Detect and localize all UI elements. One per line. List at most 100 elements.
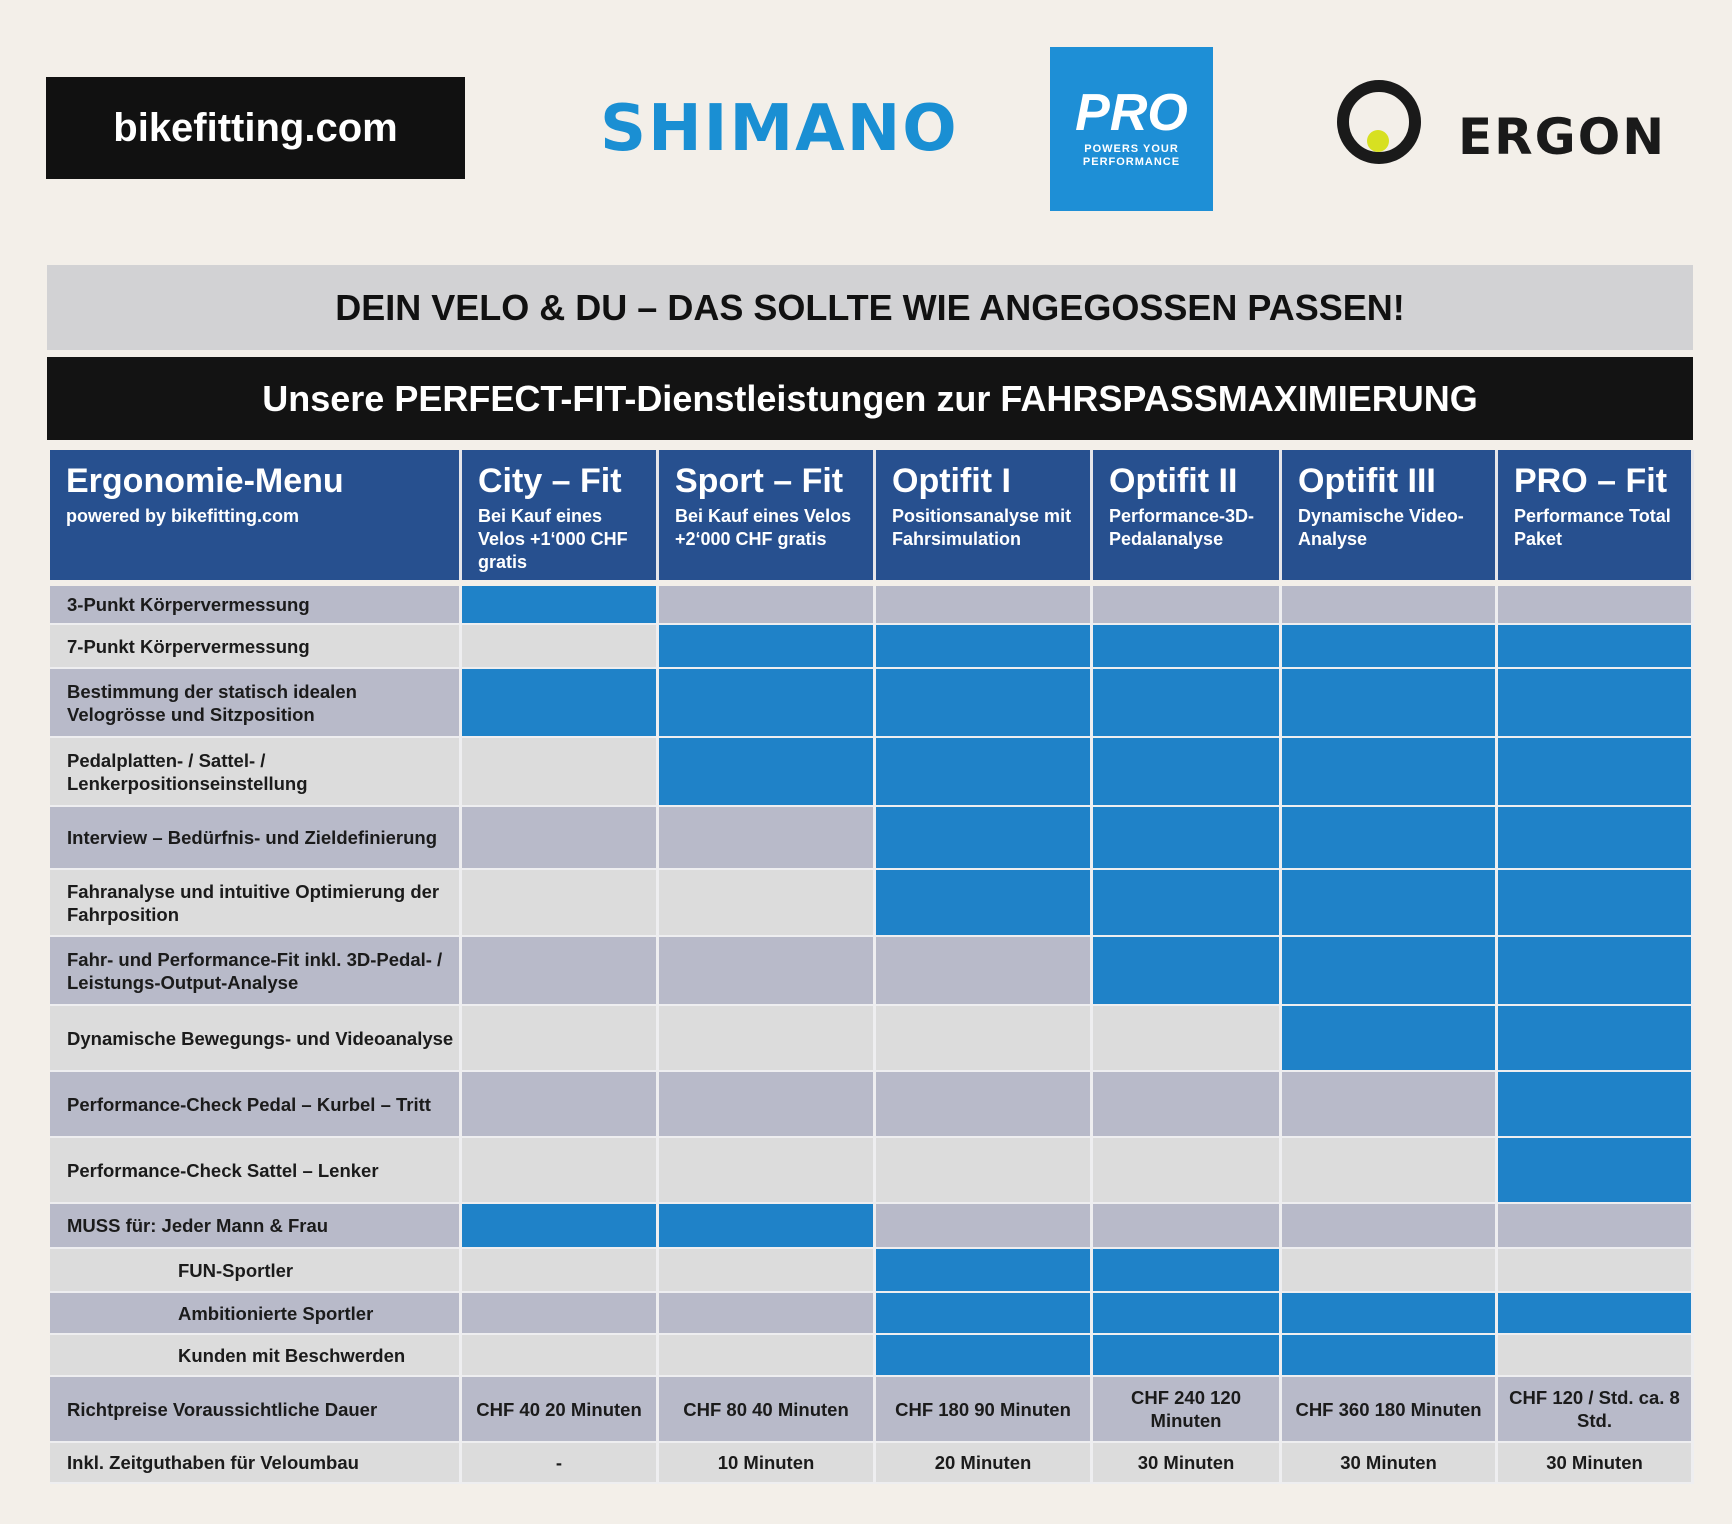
- row-label: Kunden mit Beschwerden: [50, 1335, 462, 1377]
- empty-cell: [876, 586, 1093, 625]
- column-sub: Positionsanalyse mit Fahrsimulation: [892, 506, 1072, 549]
- header-column: Optifit III Dynamische Video-Analyse: [1282, 450, 1498, 580]
- included-cell: [1498, 870, 1694, 937]
- included-cell: [876, 1335, 1093, 1377]
- empty-cell: [876, 1204, 1093, 1249]
- included-cell: [1093, 870, 1282, 937]
- row-label: Fahr- und Performance-Fit inkl. 3D-Pedal…: [50, 937, 462, 1006]
- included-cell: [1498, 669, 1694, 738]
- included-cell: [1093, 1293, 1282, 1335]
- empty-cell: [1093, 1204, 1282, 1249]
- empty-cell: [462, 1006, 659, 1072]
- included-cell: [1282, 807, 1498, 870]
- row-label: Bestimmung der statisch idealen Velogrös…: [50, 669, 462, 738]
- credit_row-label: Inkl. Zeitguthaben für Veloumbau: [50, 1443, 462, 1484]
- ergon-logo: ERGON: [1458, 108, 1667, 166]
- header-column: PRO – Fit Performance Total Paket: [1498, 450, 1694, 580]
- pro-logo: PRO POWERS YOUR PERFORMANCE: [1050, 47, 1213, 211]
- empty-cell: [659, 1293, 876, 1335]
- empty-cell: [659, 586, 876, 625]
- row-label: MUSS für: Jeder Mann & Frau: [50, 1204, 462, 1249]
- empty-cell: [1093, 1072, 1282, 1138]
- empty-cell: [462, 1249, 659, 1293]
- credit_row-value: 30 Minuten: [1282, 1443, 1498, 1484]
- price_row-value: CHF 80 40 Minuten: [659, 1377, 876, 1443]
- page-subtitle: Unsere PERFECT-FIT-Dienstleistungen zur …: [47, 357, 1693, 440]
- pro-logo-text: PRO: [1075, 84, 1188, 142]
- included-cell: [1093, 738, 1282, 807]
- included-cell: [1498, 1138, 1694, 1204]
- empty-cell: [462, 1335, 659, 1377]
- included-cell: [1282, 870, 1498, 937]
- included-cell: [1282, 1335, 1498, 1377]
- empty-cell: [1093, 586, 1282, 625]
- empty-cell: [1282, 1249, 1498, 1293]
- header-title: Ergonomie-Menu: [66, 462, 344, 500]
- bikefitting-logo-text: bikefitting.com: [113, 105, 398, 150]
- price_row-value: CHF 40 20 Minuten: [462, 1377, 659, 1443]
- included-cell: [1093, 807, 1282, 870]
- column-sub: Dynamische Video-Analyse: [1298, 506, 1464, 549]
- column-title: Optifit II: [1109, 462, 1238, 500]
- included-cell: [1282, 625, 1498, 669]
- empty-cell: [462, 1138, 659, 1204]
- empty-cell: [1498, 1204, 1694, 1249]
- included-cell: [1282, 937, 1498, 1006]
- included-cell: [876, 870, 1093, 937]
- included-cell: [876, 807, 1093, 870]
- ergon-circle-icon: [1337, 80, 1421, 164]
- row-label: Interview – Bedürfnis- und Zieldefinieru…: [50, 807, 462, 870]
- included-cell: [1498, 807, 1694, 870]
- empty-cell: [1093, 1006, 1282, 1072]
- empty-cell: [462, 625, 659, 669]
- services-table: Ergonomie-Menu powered by bikefitting.co…: [50, 450, 1694, 1484]
- included-cell: [876, 1249, 1093, 1293]
- empty-cell: [876, 1138, 1093, 1204]
- included-cell: [1498, 1006, 1694, 1072]
- column-sub: Bei Kauf eines Velos +2‘000 CHF gratis: [675, 506, 852, 549]
- price_row-value: CHF 180 90 Minuten: [876, 1377, 1093, 1443]
- price_row-value: CHF 120 / Std. ca. 8 Std.: [1498, 1377, 1694, 1443]
- empty-cell: [1498, 586, 1694, 625]
- header-column: Optifit II Performance-3D-Pedalanalyse: [1093, 450, 1282, 580]
- header-menu: Ergonomie-Menu powered by bikefitting.co…: [50, 450, 462, 580]
- empty-cell: [659, 807, 876, 870]
- included-cell: [1498, 625, 1694, 669]
- included-cell: [876, 738, 1093, 807]
- included-cell: [1282, 669, 1498, 738]
- price_row-value: CHF 360 180 Minuten: [1282, 1377, 1498, 1443]
- column-title: PRO – Fit: [1514, 462, 1668, 500]
- empty-cell: [659, 1249, 876, 1293]
- row-label: Ambitionierte Sportler: [50, 1293, 462, 1335]
- price_row-value: CHF 240 120 Minuten: [1093, 1377, 1282, 1443]
- price_row-label: Richtpreise Voraussichtliche Dauer: [50, 1377, 462, 1443]
- column-title: City – Fit: [478, 462, 622, 500]
- included-cell: [462, 669, 659, 738]
- included-cell: [1093, 669, 1282, 738]
- header-sub: powered by bikefitting.com: [66, 506, 300, 526]
- credit_row-value: 30 Minuten: [1498, 1443, 1694, 1484]
- included-cell: [1282, 738, 1498, 807]
- included-cell: [462, 586, 659, 625]
- column-title: Optifit I: [892, 462, 1011, 500]
- included-cell: [1498, 937, 1694, 1006]
- empty-cell: [462, 1293, 659, 1335]
- empty-cell: [659, 937, 876, 1006]
- row-label: Performance-Check Pedal – Kurbel – Tritt: [50, 1072, 462, 1138]
- row-label: 3-Punkt Körpervermessung: [50, 586, 462, 625]
- included-cell: [1282, 1293, 1498, 1335]
- included-cell: [1282, 1006, 1498, 1072]
- shimano-logo: SHIMANO: [600, 92, 959, 166]
- empty-cell: [659, 1072, 876, 1138]
- empty-cell: [1093, 1138, 1282, 1204]
- included-cell: [659, 1204, 876, 1249]
- empty-cell: [659, 1138, 876, 1204]
- included-cell: [876, 669, 1093, 738]
- included-cell: [1498, 738, 1694, 807]
- column-title: Optifit III: [1298, 462, 1436, 500]
- row-label: Pedalplatten- / Sattel- / Lenkerposition…: [50, 738, 462, 807]
- empty-cell: [462, 870, 659, 937]
- row-label: 7-Punkt Körpervermessung: [50, 625, 462, 669]
- row-label: Fahranalyse und intuitive Optimierung de…: [50, 870, 462, 937]
- empty-cell: [462, 937, 659, 1006]
